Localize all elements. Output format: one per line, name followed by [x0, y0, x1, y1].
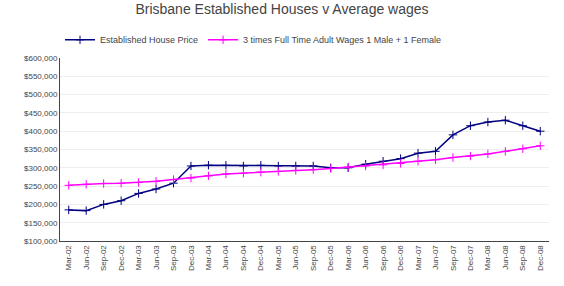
svg-text:Dec-04: Dec-04	[256, 245, 265, 271]
svg-text:$600,000: $600,000	[24, 54, 58, 63]
svg-text:Mar-06: Mar-06	[344, 245, 353, 271]
svg-text:Jun-04: Jun-04	[222, 245, 231, 270]
svg-text:Jun-05: Jun-05	[291, 245, 300, 270]
svg-text:Dec-08: Dec-08	[536, 245, 545, 271]
svg-text:Dec-03: Dec-03	[187, 245, 196, 271]
svg-text:$450,000: $450,000	[24, 109, 58, 118]
svg-text:Sep-02: Sep-02	[99, 245, 108, 271]
svg-text:Jun-08: Jun-08	[501, 245, 510, 270]
svg-text:Dec-06: Dec-06	[396, 245, 405, 271]
svg-text:Sep-05: Sep-05	[309, 245, 318, 271]
svg-text:Mar-05: Mar-05	[274, 245, 283, 271]
svg-text:Mar-08: Mar-08	[483, 245, 492, 271]
svg-text:Dec-07: Dec-07	[466, 245, 475, 271]
svg-text:$300,000: $300,000	[24, 164, 58, 173]
svg-text:$150,000: $150,000	[24, 219, 58, 228]
svg-text:Jun-03: Jun-03	[152, 245, 161, 270]
svg-text:$400,000: $400,000	[24, 127, 58, 136]
svg-text:Jun-06: Jun-06	[361, 245, 370, 270]
svg-text:3 times Full Time Adult Wages: 3 times Full Time Adult Wages 1 Male + 1…	[243, 35, 441, 45]
svg-text:Mar-02: Mar-02	[64, 245, 73, 271]
svg-text:$500,000: $500,000	[24, 90, 58, 99]
svg-text:Jun-02: Jun-02	[82, 245, 91, 270]
svg-text:$350,000: $350,000	[24, 145, 58, 154]
svg-text:$250,000: $250,000	[24, 182, 58, 191]
svg-text:Mar-07: Mar-07	[414, 245, 423, 271]
svg-text:Mar-03: Mar-03	[134, 245, 143, 271]
svg-text:Sep-07: Sep-07	[449, 245, 458, 271]
svg-text:Dec-02: Dec-02	[117, 245, 126, 271]
svg-text:Sep-08: Sep-08	[518, 245, 527, 271]
svg-text:Established House Price: Established House Price	[100, 35, 198, 45]
svg-text:Sep-04: Sep-04	[239, 245, 248, 271]
svg-text:Dec-05: Dec-05	[326, 245, 335, 271]
svg-text:Sep-06: Sep-06	[379, 245, 388, 271]
svg-text:Brisbane Established Houses v: Brisbane Established Houses v Average wa…	[135, 1, 428, 17]
svg-text:Mar-04: Mar-04	[204, 245, 213, 271]
svg-text:Jun-07: Jun-07	[431, 245, 440, 270]
svg-text:$550,000: $550,000	[24, 72, 58, 81]
svg-text:$200,000: $200,000	[24, 200, 58, 209]
svg-text:$100,000: $100,000	[24, 237, 58, 246]
svg-text:Sep-03: Sep-03	[169, 245, 178, 271]
